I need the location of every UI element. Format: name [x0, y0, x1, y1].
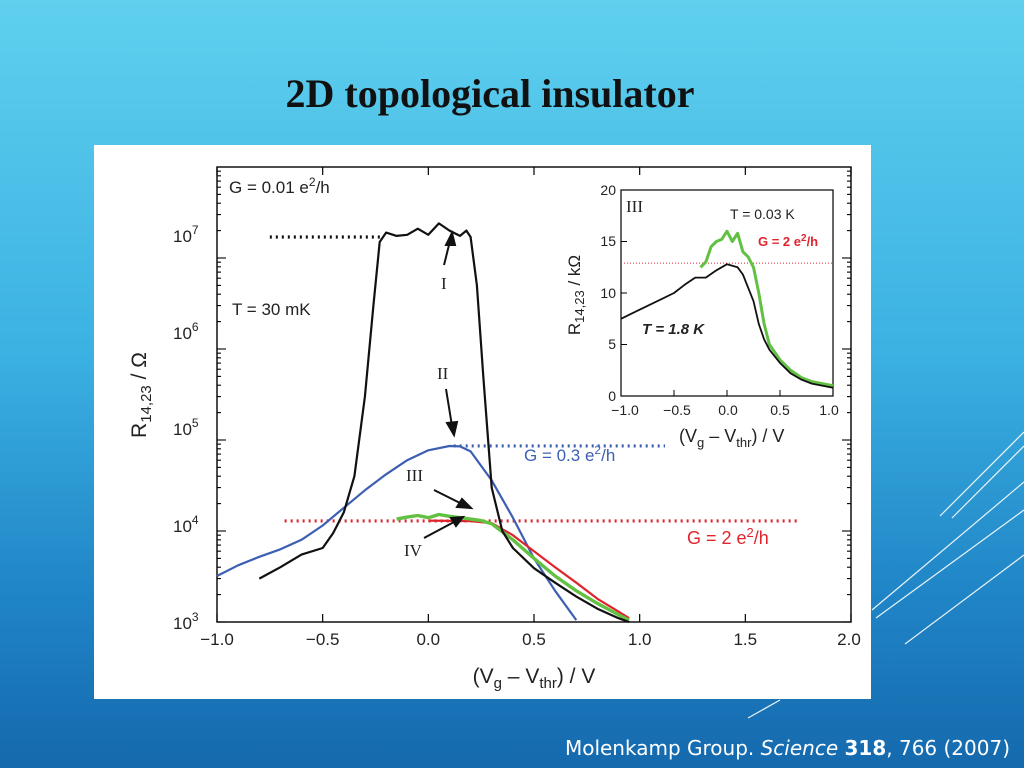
inset-x-tick-label: −1.0 — [611, 402, 639, 418]
arrow-iii — [433, 489, 463, 505]
series-line-ii — [216, 444, 578, 621]
main-x-tick-label: 0.5 — [522, 630, 546, 649]
main-y-tick-label: 107 — [173, 223, 199, 246]
decor-line — [875, 509, 1024, 619]
curve-labels: I II III IV — [404, 274, 449, 560]
inset-annotation-t-low: T = 0.03 K — [730, 206, 795, 222]
inset-panel-label: III — [626, 197, 643, 216]
inset-annotation-g-2: G = 2 e2/h — [758, 233, 818, 249]
inset-series-line — [699, 229, 834, 388]
main-x-axis-title: (Vg – Vthr) / V — [473, 665, 596, 692]
inset-y-tick-label: 10 — [600, 285, 616, 301]
main-y-tick-labels: 103 104 105 106 107 — [173, 223, 199, 633]
curve-arrows — [423, 230, 474, 539]
inset-annotation-t-high: T = 1.8 K — [642, 321, 705, 338]
decor-line — [747, 699, 781, 719]
annotation-g-001: G = 0.01 e2/h — [229, 175, 330, 197]
figure-svg: −1.0 −0.5 0.0 0.5 1.0 1.5 2.0 103 104 10… — [128, 166, 861, 692]
main-x-tick-label: 0.0 — [416, 630, 440, 649]
main-y-tick-label: 106 — [173, 320, 199, 343]
annotation-temperature: T = 30 mK — [232, 300, 311, 319]
inset-background — [610, 185, 836, 396]
main-x-tick-label: 1.0 — [628, 630, 652, 649]
main-y-tick-label: 104 — [173, 513, 199, 536]
main-x-tick-label: −0.5 — [306, 630, 340, 649]
decor-line — [904, 554, 1024, 645]
arrow-iii-head — [455, 497, 474, 510]
arrow-iv-head — [449, 515, 466, 528]
figure-panel: −1.0 −0.5 0.0 0.5 1.0 1.5 2.0 103 104 10… — [94, 145, 871, 699]
inset-y-axis-title: R14,23 / kΩ — [565, 255, 587, 335]
inset-x-tick-label: 1.0 — [819, 402, 839, 418]
decor-line — [871, 481, 1024, 611]
series-line-i — [258, 222, 630, 624]
curve-label-iv: IV — [404, 541, 423, 560]
main-y-tick-label: 105 — [173, 416, 199, 439]
inset-y-tick-label: 15 — [600, 233, 616, 249]
inset-series-line — [620, 263, 834, 389]
main-y-tick-label: 103 — [173, 610, 199, 633]
inset-y-tick-labels: 0 5 10 15 20 — [600, 182, 616, 404]
inset-x-tick-labels: −1.0 −0.5 0.0 0.5 1.0 — [611, 402, 839, 418]
main-x-tick-label: −1.0 — [200, 630, 234, 649]
inset-x-tick-label: −0.5 — [663, 402, 691, 418]
main-x-tick-labels: −1.0 −0.5 0.0 0.5 1.0 1.5 2.0 — [200, 630, 861, 649]
series-line-iv — [428, 519, 630, 620]
arrow-iv — [423, 521, 455, 539]
main-x-tick-label: 1.5 — [733, 630, 757, 649]
main-series — [216, 222, 630, 624]
citation: Molenkamp Group. Science 318, 766 (2007) — [564, 736, 1010, 760]
arrow-ii-head — [445, 420, 459, 438]
inset-x-tick-label: 0.0 — [718, 402, 738, 418]
arrow-i-head — [444, 230, 457, 246]
annotation-g-03: G = 0.3 e2/h — [524, 443, 615, 465]
inset-y-tick-label: 5 — [608, 336, 616, 352]
main-x-tick-label: 2.0 — [837, 630, 861, 649]
inset-ticks — [620, 189, 834, 397]
series-line-iii — [396, 512, 630, 622]
curve-label-i: I — [441, 274, 447, 293]
decor-line — [951, 445, 1024, 519]
inset-y-tick-label: 0 — [608, 388, 616, 404]
inset-y-tick-label: 20 — [600, 182, 616, 198]
inset-x-axis-title: (Vg – Vthr) / V — [679, 426, 784, 450]
curve-label-ii: II — [437, 364, 449, 383]
curve-label-iii: III — [406, 466, 423, 485]
inset-chart: 0 5 10 15 20 −1.0 −0.5 0.0 0.5 1.0 (Vg –… — [565, 182, 839, 450]
inset-series — [620, 229, 834, 389]
main-reference-lines — [269, 235, 799, 523]
main-ticks — [216, 167, 852, 623]
decor-line — [939, 431, 1024, 517]
slide-title: 2D topological insulator — [285, 71, 695, 116]
annotation-g-2: G = 2 e2/h — [687, 525, 769, 548]
inset-x-tick-label: 0.5 — [770, 402, 790, 418]
main-chart: −1.0 −0.5 0.0 0.5 1.0 1.5 2.0 103 104 10… — [128, 166, 861, 692]
main-y-axis-title: R14,23 / Ω — [128, 352, 155, 438]
arrow-ii — [445, 388, 453, 427]
